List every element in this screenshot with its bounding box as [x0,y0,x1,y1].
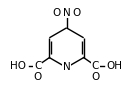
Text: N: N [63,8,70,18]
Text: O: O [91,71,99,82]
Text: C: C [34,61,41,71]
Text: O: O [53,8,61,18]
Text: OH: OH [107,61,123,71]
Text: O: O [34,71,42,82]
Text: O: O [72,8,80,18]
Text: N: N [63,62,70,73]
Text: C: C [92,61,99,71]
Text: HO: HO [10,61,26,71]
